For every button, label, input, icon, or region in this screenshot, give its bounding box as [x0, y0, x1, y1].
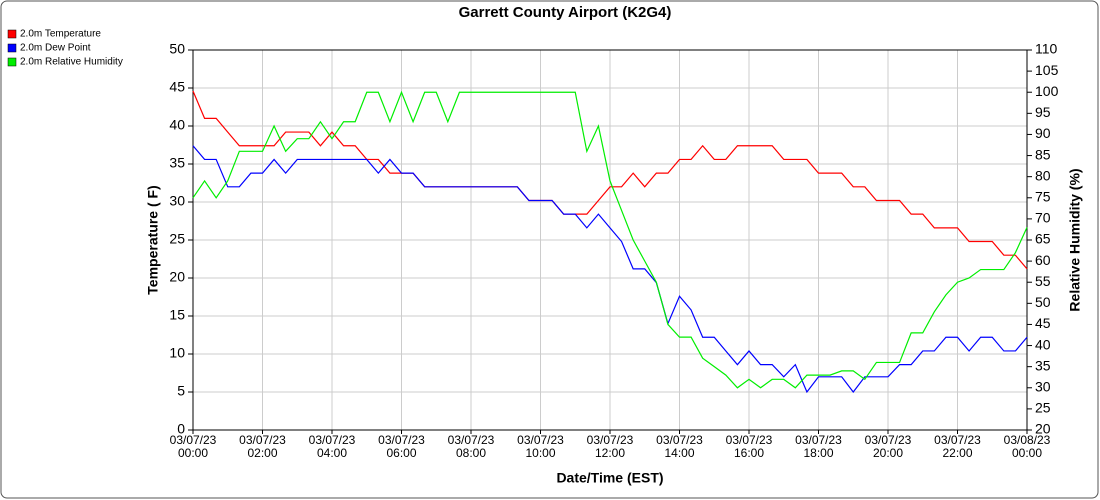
x-tick-label: 03/07/23 12:00 — [586, 433, 634, 460]
x-tick-label: 03/07/23 10:00 — [517, 433, 564, 460]
x-tick-label: 03/07/23 02:00 — [239, 433, 286, 460]
x-tick-label: 03/07/23 00:00 — [169, 433, 217, 460]
y-tick-label: 10 — [169, 345, 185, 361]
y2-tick-label: 105 — [1035, 62, 1059, 78]
y2-tick-label: 110 — [1035, 41, 1058, 57]
y-tick-label: 50 — [169, 41, 185, 57]
legend-swatch — [7, 29, 17, 39]
x-tick-label: 03/07/23 14:00 — [656, 433, 703, 460]
x-tick-label: 03/08/23 00:00 — [1003, 433, 1051, 460]
y2-tick-label: 60 — [1035, 252, 1051, 268]
plot-border — [192, 49, 1028, 431]
x-tick-label: 03/07/23 08:00 — [447, 433, 495, 460]
y2-tick-label: 40 — [1035, 336, 1051, 352]
y2-tick-label: 55 — [1035, 273, 1051, 289]
y-tick-label: 40 — [169, 117, 185, 133]
y2-tick-label: 35 — [1035, 357, 1051, 373]
y2-tick-label: 30 — [1035, 378, 1051, 394]
series-line — [192, 90, 1028, 389]
series-line — [192, 145, 1028, 394]
y2-tick-label: 85 — [1035, 146, 1051, 162]
y2-tick-label: 70 — [1035, 210, 1051, 226]
y-tick-label: 0 — [177, 421, 185, 437]
x-tick-label: 03/07/23 22:00 — [934, 433, 981, 460]
y-tick-label: 45 — [169, 79, 185, 95]
x-tick-label: 03/07/23 06:00 — [378, 433, 425, 460]
y2-tick-label: 45 — [1035, 315, 1051, 331]
x-tick-label: 03/07/23 16:00 — [725, 433, 773, 460]
y2-tick-label: 65 — [1035, 231, 1051, 247]
y-tick-label: 20 — [169, 269, 185, 285]
y2-tick-label: 100 — [1035, 83, 1059, 99]
y-tick-label: 5 — [177, 383, 185, 399]
y-tick-label: 35 — [169, 155, 185, 171]
y2-tick-label: 95 — [1035, 104, 1051, 120]
legend-label: 2.0m Temperature — [20, 29, 101, 40]
legend-label: 2.0m Relative Humidity — [20, 57, 123, 68]
y2-tick-label: 20 — [1035, 421, 1051, 437]
y-axis-label: Temperature ( F) — [145, 185, 161, 294]
y-tick-label: 25 — [169, 231, 185, 247]
y2-tick-label: 90 — [1035, 125, 1051, 141]
y2-tick-label: 80 — [1035, 167, 1051, 183]
y2-axis-label: Relative Humidity (%) — [1067, 168, 1083, 311]
y-tick-label: 15 — [169, 307, 185, 323]
y-tick-label: 30 — [169, 193, 185, 209]
x-axis-label: Date/Time (EST) — [556, 470, 663, 486]
x-tick-label: 03/07/23 04:00 — [308, 433, 356, 460]
x-tick-label: 03/07/23 20:00 — [864, 433, 912, 460]
y2-tick-label: 75 — [1035, 188, 1051, 204]
chart-title: Garrett County Airport (K2G4) — [459, 4, 672, 21]
y2-tick-label: 25 — [1035, 400, 1051, 416]
x-tick-label: 03/07/23 18:00 — [795, 433, 842, 460]
legend-swatch — [7, 43, 17, 53]
legend-label: 2.0m Dew Point — [20, 43, 91, 54]
series-line — [192, 90, 1028, 270]
legend-swatch — [7, 57, 17, 67]
y2-tick-label: 50 — [1035, 294, 1051, 310]
